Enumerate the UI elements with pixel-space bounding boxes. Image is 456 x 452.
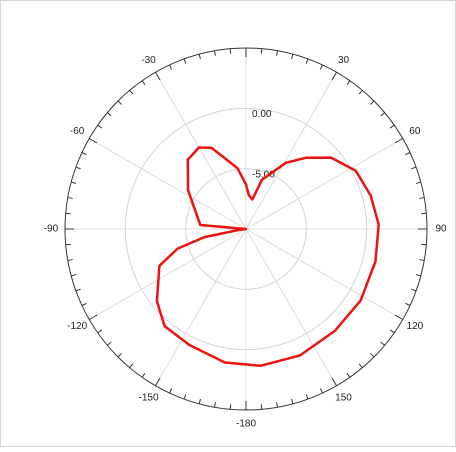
- theta-tick-label: -120: [67, 321, 87, 332]
- theta-tick-label: -30: [141, 55, 156, 66]
- r-tick-label: 0.00: [252, 109, 272, 120]
- theta-tick-label: 60: [409, 126, 421, 137]
- theta-tick-label: -60: [70, 126, 85, 137]
- theta-tick-label: -150: [138, 393, 158, 404]
- theta-tick-label: 150: [335, 393, 352, 404]
- theta-tick-label: 90: [435, 224, 447, 235]
- theta-tick-label: -90: [44, 224, 59, 235]
- theta-tick-label: 30: [338, 55, 350, 66]
- theta-tick-label: 120: [407, 321, 424, 332]
- theta-tick-label: -180: [236, 419, 256, 430]
